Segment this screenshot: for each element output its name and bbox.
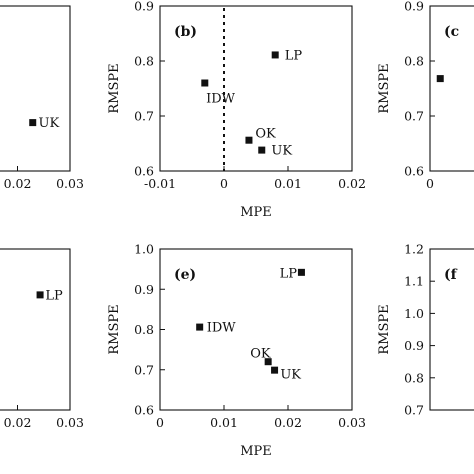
- panel-title: (b): [174, 24, 197, 40]
- data-point-marker: [245, 136, 253, 144]
- x-tick-label: 0.01: [210, 415, 238, 430]
- data-point-label: UK: [39, 116, 60, 131]
- y-tick-label: 0.8: [404, 54, 424, 69]
- panel-title: (f: [444, 267, 458, 283]
- data-point-marker: [196, 323, 204, 331]
- y-tick-label: 0.6: [404, 164, 424, 179]
- y-tick-label: 0.8: [134, 54, 154, 69]
- y-tick-label: 0.8: [134, 322, 154, 337]
- plot-frame: [429, 5, 474, 172]
- data-point-marker: [271, 366, 279, 374]
- data-point-marker: [201, 79, 209, 87]
- y-tick-label: 0.9: [134, 0, 154, 14]
- data-point-label: OK: [255, 127, 276, 142]
- y-tick-label: 0.9: [404, 0, 424, 14]
- data-point-label: LP: [280, 267, 298, 282]
- y-tick-label: 0.9: [134, 282, 154, 297]
- y-tick-label: 0.9: [404, 338, 424, 353]
- y-tick-label: 1.0: [404, 306, 424, 321]
- panel-title: (e): [174, 267, 196, 283]
- x-tick-label: 0: [220, 176, 228, 191]
- x-tick-label: 0.02: [4, 176, 32, 191]
- panel-e: 0 0.01 0.02 0.03 0.6 0.7 0.8 0.9 1.0 (e) MPE RMSPE L…: [107, 242, 366, 460]
- y-tick-label: 1.2: [404, 242, 424, 257]
- y-axis-label: RMSPE: [377, 63, 392, 113]
- data-point-marker: [258, 146, 266, 154]
- data-point-label: IDW: [206, 91, 236, 106]
- panel-d: 0.020.03LPOK: [0, 248, 84, 430]
- y-axis-label: RMSPE: [377, 304, 392, 354]
- panel-c: 00.6 0.7 0.8 0.9 (c RMSPE: [377, 0, 474, 191]
- x-tick-label: 0.03: [56, 415, 84, 430]
- x-tick-label: 0: [426, 176, 434, 191]
- y-tick-label: 0.7: [404, 403, 424, 418]
- data-point-marker: [29, 119, 37, 127]
- x-axis-label: MPE: [240, 205, 272, 220]
- data-point-marker: [36, 291, 44, 299]
- data-point-marker: [271, 51, 279, 59]
- data-point-marker: [436, 75, 444, 83]
- panel-b: -0.01 0 0.01 0.02 0.6 0.7 0.8 0.9 (b) MPE RMSPE LP I…: [107, 0, 366, 220]
- x-tick-label: 0.02: [4, 415, 32, 430]
- y-tick-label: 1.0: [134, 242, 154, 257]
- data-point-label: UK: [271, 144, 292, 159]
- panel-a: 0.020.03OKUK: [0, 5, 84, 191]
- y-axis-label: RMSPE: [107, 304, 122, 354]
- data-point-label: LP: [285, 48, 303, 63]
- y-tick-label: 0.7: [134, 362, 154, 377]
- x-tick-label: 0.02: [274, 415, 302, 430]
- y-tick-label: 1.1: [404, 274, 424, 289]
- y-tick-label: 0.7: [404, 109, 424, 124]
- data-point-label: OK: [250, 347, 271, 362]
- y-tick-label: 0.6: [134, 164, 154, 179]
- x-tick-label: 0.03: [338, 415, 366, 430]
- x-tick-label: -0.01: [144, 176, 176, 191]
- data-point-label: UK: [280, 367, 301, 382]
- x-tick-label: 0.03: [56, 176, 84, 191]
- plot-frame: [429, 248, 474, 411]
- data-point-label: IDW: [207, 321, 237, 336]
- x-tick-label: 0: [156, 415, 164, 430]
- data-point-label: LP: [45, 288, 63, 303]
- y-tick-label: 0.6: [134, 403, 154, 418]
- data-point-marker: [297, 268, 305, 276]
- x-axis-label: MPE: [240, 444, 272, 459]
- data-point-marker: [264, 358, 272, 366]
- panel-title: (c: [444, 24, 459, 40]
- panel-f: 0.7 0.8 0.9 1.0 1.1 1.2 (f RMSPE: [377, 242, 474, 418]
- plot-frame: [0, 248, 71, 411]
- x-tick-label: 0.02: [338, 176, 366, 191]
- x-tick-label: 0.01: [274, 176, 302, 191]
- y-axis-label: RMSPE: [107, 63, 122, 113]
- y-tick-label: 0.7: [134, 109, 154, 124]
- plot-frame: [0, 5, 71, 172]
- y-tick-label: 0.8: [404, 370, 424, 385]
- plot-frame: [159, 5, 353, 172]
